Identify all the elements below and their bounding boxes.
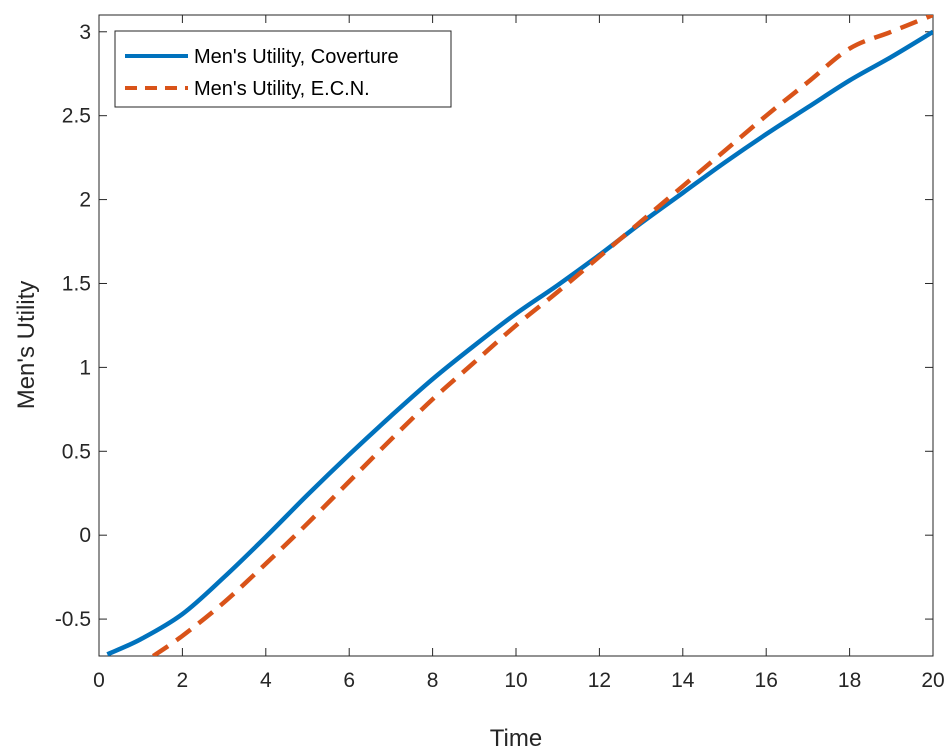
plot-frame	[98, 14, 934, 657]
legend-label-ecn: Men's Utility, E.C.N.	[194, 78, 370, 100]
y-axis: -0.5 0 0.5 1 1.5 2 2.5 3	[55, 21, 933, 631]
x-tick-label: 0	[93, 669, 105, 692]
y-tick-label: 1.5	[62, 272, 91, 295]
x-tick-label: 14	[671, 669, 695, 692]
legend-box	[114, 30, 452, 108]
x-axis: 0 2 4 6 8 10 12 14 16 18 20	[93, 15, 945, 692]
legend-label-coverture: Men's Utility, Coverture	[194, 46, 399, 68]
y-tick-label: 2.5	[62, 105, 91, 128]
legend: Men's Utility, Coverture Men's Utility, …	[114, 30, 452, 108]
x-tick-label: 4	[260, 669, 272, 692]
x-axis-title: Time	[490, 725, 542, 752]
x-tick-label: 10	[504, 669, 527, 692]
x-tick-label: 20	[921, 669, 944, 692]
series-line-coverture	[106, 29, 933, 656]
x-tick-label: 18	[838, 669, 861, 692]
x-tick-label: 6	[343, 669, 355, 692]
x-tick-label: 8	[427, 669, 439, 692]
y-tick-label: 0	[79, 524, 91, 547]
y-tick-label: 3	[79, 21, 91, 44]
y-tick-label: 1	[79, 356, 91, 379]
plot-area	[98, 14, 934, 657]
series-line-ecn	[151, 15, 933, 656]
series-layer	[106, 15, 933, 656]
x-tick-label: 12	[588, 669, 611, 692]
x-tick-label: 2	[177, 669, 189, 692]
y-tick-label: 2	[79, 189, 91, 212]
x-tick-label: 16	[755, 669, 778, 692]
y-tick-label: 0.5	[62, 440, 91, 463]
y-axis-title: Men's Utility	[13, 281, 40, 410]
y-tick-label: -0.5	[55, 608, 91, 631]
